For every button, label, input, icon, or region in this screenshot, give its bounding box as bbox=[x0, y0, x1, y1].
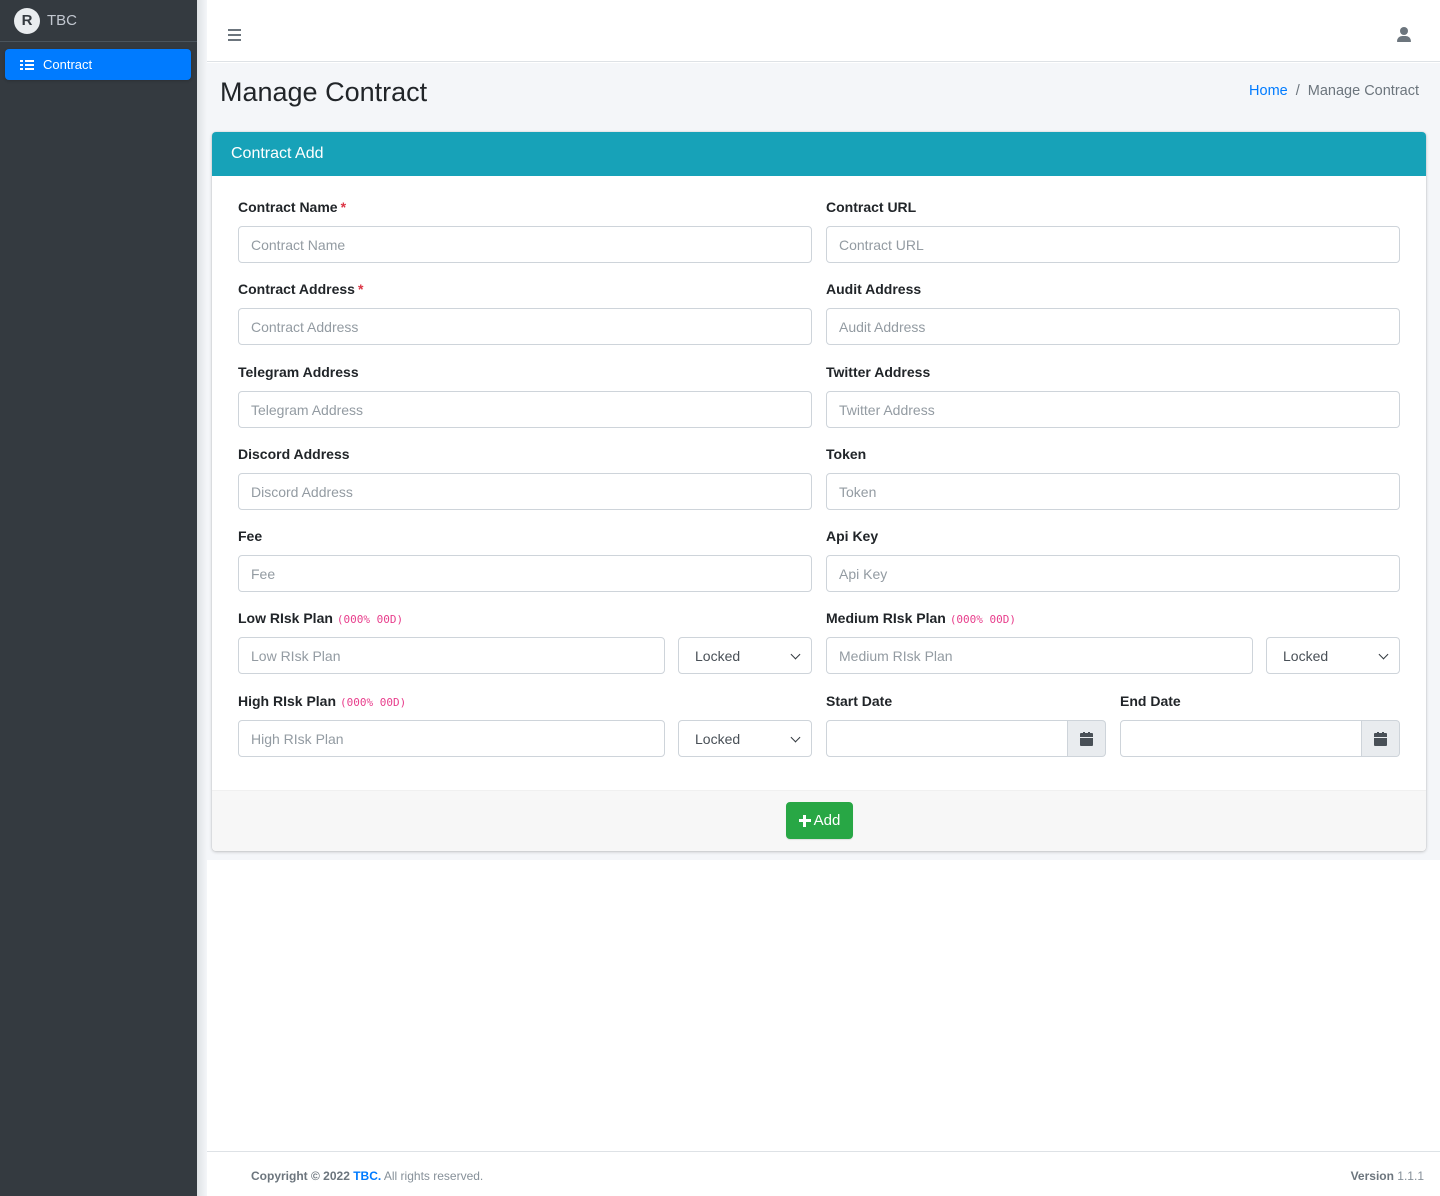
telegram-address-label: Telegram Address bbox=[238, 364, 359, 380]
high-risk-plan-hint: (000% 00D) bbox=[340, 696, 407, 709]
breadcrumb-current: Manage Contract bbox=[1307, 83, 1419, 99]
required-marker: * bbox=[357, 281, 364, 297]
plus-icon bbox=[798, 814, 811, 827]
discord-address-label: Discord Address bbox=[238, 446, 350, 462]
high-risk-plan-select[interactable]: Locked bbox=[678, 720, 812, 757]
fee-input[interactable] bbox=[238, 555, 812, 592]
page-footer: Copyright © 2022 TBC. All rights reserve… bbox=[207, 1151, 1440, 1196]
end-date-input[interactable] bbox=[1120, 720, 1362, 757]
add-button[interactable]: Add bbox=[786, 802, 853, 839]
audit-address-label: Audit Address bbox=[826, 281, 922, 297]
low-risk-plan-select[interactable]: Locked bbox=[678, 637, 812, 674]
low-risk-plan-hint: (000% 00D) bbox=[336, 613, 404, 626]
sidebar-shadow bbox=[197, 0, 207, 1196]
end-date-label: End Date bbox=[1120, 693, 1181, 709]
contract-url-input[interactable] bbox=[826, 226, 1400, 263]
api-key-input[interactable] bbox=[826, 555, 1400, 592]
copyright: Copyright © 2022 TBC. All rights reserve… bbox=[251, 1169, 484, 1183]
token-input[interactable] bbox=[826, 473, 1400, 510]
version: Version 1.1.1 bbox=[1350, 1169, 1424, 1183]
start-date-label: Start Date bbox=[826, 693, 893, 709]
card-body: Contract Name* Contract URL Contract Add… bbox=[212, 176, 1426, 790]
card-title: Contract Add bbox=[212, 132, 1426, 176]
medium-risk-plan-select-value: Locked bbox=[1283, 647, 1329, 664]
brand-link[interactable]: R TBC bbox=[0, 0, 197, 42]
end-date-picker-button[interactable] bbox=[1362, 720, 1400, 757]
contract-url-label: Contract URL bbox=[826, 199, 917, 215]
contract-add-card: Contract Add Contract Name* Contract URL… bbox=[212, 132, 1426, 851]
high-risk-plan-label: High RIsk Plan (000% 00D) bbox=[238, 693, 407, 709]
contract-name-label: Contract Name * bbox=[238, 199, 347, 215]
chevron-down-icon bbox=[790, 732, 801, 742]
fee-label: Fee bbox=[238, 528, 263, 544]
sidebar-item-contract[interactable]: Contract bbox=[5, 49, 191, 80]
sidebar: R TBC Contract bbox=[0, 0, 197, 1196]
card-footer: Add bbox=[212, 790, 1426, 851]
breadcrumb-separator: / bbox=[1295, 83, 1300, 99]
menu-toggle-icon[interactable] bbox=[228, 29, 241, 41]
discord-address-input[interactable] bbox=[238, 473, 812, 510]
calendar-icon bbox=[1374, 731, 1387, 746]
contract-name-input[interactable] bbox=[238, 226, 812, 263]
sidebar-item-label: Contract bbox=[43, 57, 93, 72]
medium-risk-plan-input[interactable] bbox=[826, 637, 1253, 674]
chevron-down-icon bbox=[790, 649, 801, 659]
end-date-group bbox=[1120, 720, 1400, 757]
brand-logo-icon: R bbox=[14, 7, 40, 34]
calendar-icon bbox=[1080, 731, 1093, 746]
brand-name: TBC bbox=[47, 12, 77, 29]
contract-address-label: Contract Address * bbox=[238, 281, 364, 297]
add-button-label: Add bbox=[813, 812, 841, 829]
twitter-address-input[interactable] bbox=[826, 391, 1400, 428]
telegram-address-input[interactable] bbox=[238, 391, 812, 428]
api-key-label: Api Key bbox=[826, 528, 879, 544]
top-navbar bbox=[207, 0, 1440, 62]
high-risk-plan-select-value: Locked bbox=[695, 730, 741, 747]
medium-risk-plan-select[interactable]: Locked bbox=[1266, 637, 1400, 674]
footer-brand-link[interactable]: TBC. bbox=[353, 1169, 382, 1183]
medium-risk-plan-hint: (000% 00D) bbox=[949, 613, 1017, 626]
low-risk-plan-input[interactable] bbox=[238, 637, 665, 674]
start-date-picker-button[interactable] bbox=[1068, 720, 1106, 757]
page-title: Manage Contract bbox=[220, 77, 428, 107]
contract-address-input[interactable] bbox=[238, 308, 812, 345]
breadcrumb-home-link[interactable]: Home bbox=[1249, 83, 1288, 99]
content-wrapper: Manage Contract Home / Manage Contract C… bbox=[207, 63, 1440, 860]
breadcrumb: Home / Manage Contract bbox=[1249, 83, 1419, 99]
chevron-down-icon bbox=[1378, 649, 1389, 659]
user-icon[interactable] bbox=[1397, 27, 1411, 43]
start-date-input[interactable] bbox=[826, 720, 1068, 757]
low-risk-plan-label: Low RIsk Plan (000% 00D) bbox=[238, 610, 404, 626]
low-risk-plan-select-value: Locked bbox=[695, 647, 741, 664]
list-icon bbox=[20, 59, 36, 70]
required-marker: * bbox=[340, 199, 347, 215]
high-risk-plan-input[interactable] bbox=[238, 720, 665, 757]
token-label: Token bbox=[826, 446, 867, 462]
start-date-group bbox=[826, 720, 1106, 757]
medium-risk-plan-label: Medium RIsk Plan (000% 00D) bbox=[826, 610, 1017, 626]
audit-address-input[interactable] bbox=[826, 308, 1400, 345]
twitter-address-label: Twitter Address bbox=[826, 364, 931, 380]
